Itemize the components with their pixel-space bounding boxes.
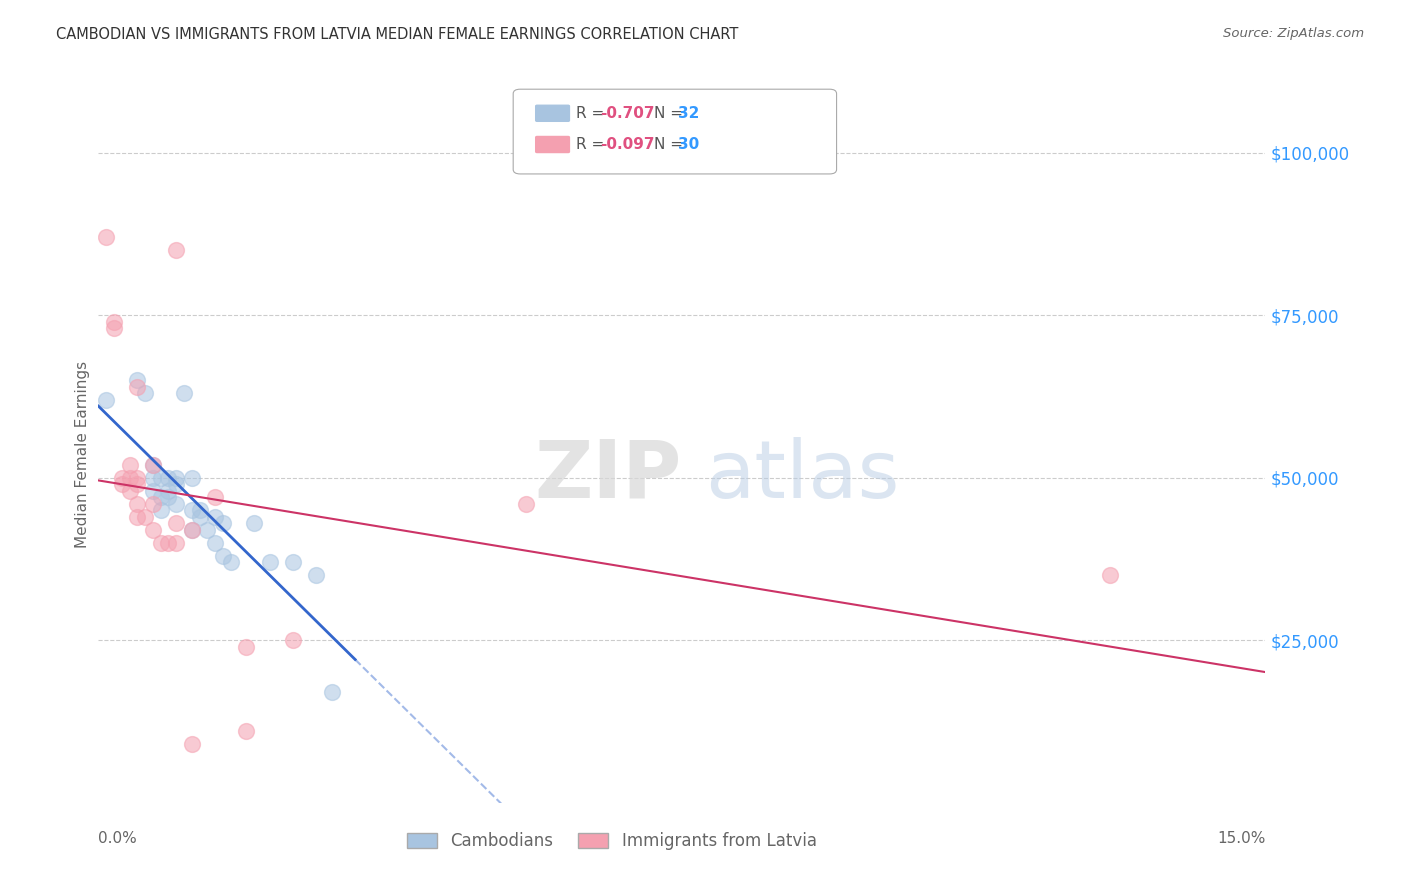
Point xyxy=(188,503,211,517)
Point xyxy=(259,555,281,569)
Text: N =: N = xyxy=(654,137,688,152)
Text: Source: ZipAtlas.com: Source: ZipAtlas.com xyxy=(1223,27,1364,40)
Point xyxy=(134,386,156,401)
Text: 30: 30 xyxy=(678,137,699,152)
Text: R =: R = xyxy=(576,106,610,120)
Point xyxy=(235,724,257,739)
Legend: Cambodians, Immigrants from Latvia: Cambodians, Immigrants from Latvia xyxy=(401,826,824,857)
Point xyxy=(281,555,304,569)
Point xyxy=(515,497,537,511)
Point xyxy=(173,386,195,401)
Point xyxy=(142,483,165,498)
Point xyxy=(118,471,141,485)
Point xyxy=(142,497,165,511)
Point xyxy=(219,555,242,569)
Point xyxy=(204,509,226,524)
Point xyxy=(180,737,202,751)
Point xyxy=(134,509,156,524)
Text: R =: R = xyxy=(576,137,610,152)
Point xyxy=(111,477,134,491)
Point xyxy=(188,509,211,524)
Point xyxy=(165,516,187,531)
Text: 32: 32 xyxy=(678,106,699,120)
Text: 0.0%: 0.0% xyxy=(98,830,138,846)
Text: ZIP: ZIP xyxy=(534,437,682,515)
Point xyxy=(235,640,257,654)
Point xyxy=(103,315,125,329)
Point xyxy=(157,471,180,485)
Point xyxy=(96,230,118,244)
Point xyxy=(127,497,149,511)
Point xyxy=(149,503,172,517)
Point xyxy=(127,477,149,491)
Point xyxy=(118,483,141,498)
Point xyxy=(96,392,118,407)
Point xyxy=(321,685,343,699)
Point xyxy=(149,490,172,504)
Point xyxy=(281,633,304,648)
Point xyxy=(195,523,218,537)
Point xyxy=(127,373,149,387)
Y-axis label: Median Female Earnings: Median Female Earnings xyxy=(75,361,90,549)
Text: 15.0%: 15.0% xyxy=(1218,830,1265,846)
Text: CAMBODIAN VS IMMIGRANTS FROM LATVIA MEDIAN FEMALE EARNINGS CORRELATION CHART: CAMBODIAN VS IMMIGRANTS FROM LATVIA MEDI… xyxy=(56,27,738,42)
Point xyxy=(204,490,226,504)
Point xyxy=(165,243,187,257)
Point xyxy=(142,458,165,472)
Point xyxy=(111,471,134,485)
Text: -0.707: -0.707 xyxy=(600,106,655,120)
Text: N =: N = xyxy=(654,106,688,120)
Point xyxy=(149,471,172,485)
Point xyxy=(127,379,149,393)
Point xyxy=(157,483,180,498)
Point xyxy=(127,509,149,524)
Point xyxy=(243,516,266,531)
Point xyxy=(305,568,328,582)
Point xyxy=(149,535,172,549)
Point xyxy=(103,321,125,335)
Point xyxy=(165,497,187,511)
Point xyxy=(212,516,235,531)
Point xyxy=(180,523,202,537)
Point xyxy=(204,535,226,549)
Point xyxy=(180,503,202,517)
Point xyxy=(1098,568,1121,582)
Text: -0.097: -0.097 xyxy=(600,137,655,152)
Point xyxy=(165,535,187,549)
Point xyxy=(157,535,180,549)
Point xyxy=(165,477,187,491)
Point xyxy=(180,471,202,485)
Text: atlas: atlas xyxy=(706,437,900,515)
Point xyxy=(180,523,202,537)
Point xyxy=(118,458,141,472)
Point xyxy=(157,490,180,504)
Point xyxy=(212,549,235,563)
Point xyxy=(142,458,165,472)
Point xyxy=(142,471,165,485)
Point xyxy=(142,523,165,537)
Point xyxy=(165,471,187,485)
Point xyxy=(127,471,149,485)
